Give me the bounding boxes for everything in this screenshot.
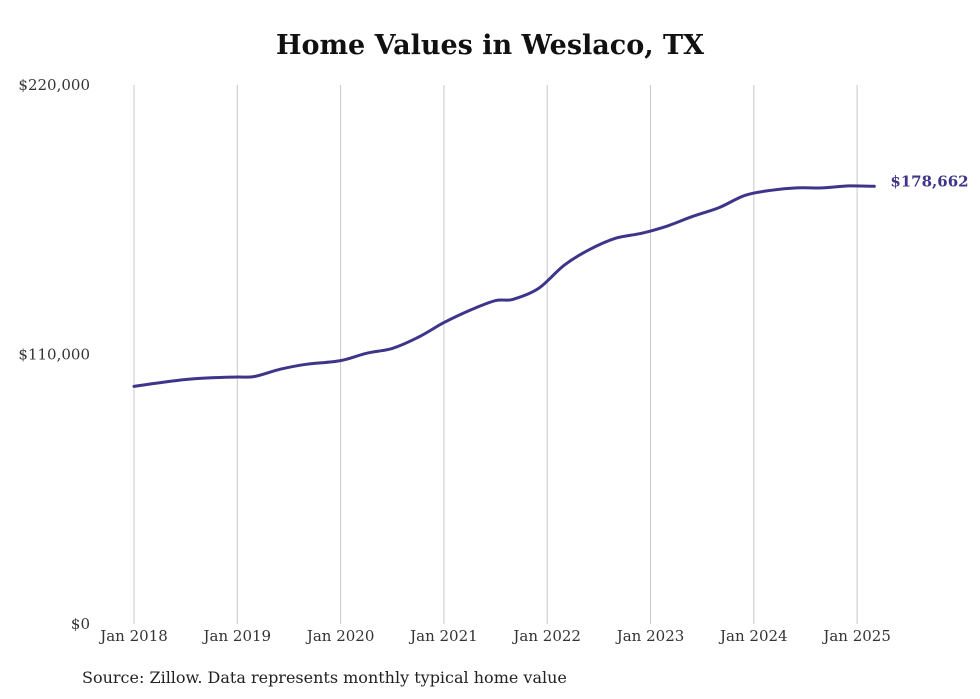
source-note: Source: Zillow. Data represents monthly … (82, 668, 567, 687)
x-tick-label-0: Jan 2018 (98, 627, 168, 645)
x-tick-label-5: Jan 2023 (615, 627, 685, 645)
y-axis: $0 $110,000 $220,000 (18, 76, 90, 633)
x-tick-label-4: Jan 2022 (511, 627, 581, 645)
x-tick-label-2: Jan 2020 (305, 627, 375, 645)
y-tick-label-1: $110,000 (18, 346, 90, 364)
x-tick-label-3: Jan 2021 (408, 627, 478, 645)
end-value-label: $178,662 (890, 172, 968, 190)
series-layer: $178,662 (132, 172, 969, 388)
grid-lines (133, 85, 858, 624)
x-tick-label-1: Jan 2019 (202, 627, 272, 645)
x-tick-label-7: Jan 2025 (821, 627, 891, 645)
y-tick-label-0: $0 (71, 615, 90, 633)
x-tick-label-6: Jan 2024 (718, 627, 788, 645)
series-line-0 (132, 184, 876, 388)
chart-title: Home Values in Weslaco, TX (275, 30, 705, 61)
y-tick-label-2: $220,000 (18, 76, 90, 94)
x-axis: Jan 2018 Jan 2019 Jan 2020 Jan 2021 Jan 2022… (98, 627, 891, 645)
